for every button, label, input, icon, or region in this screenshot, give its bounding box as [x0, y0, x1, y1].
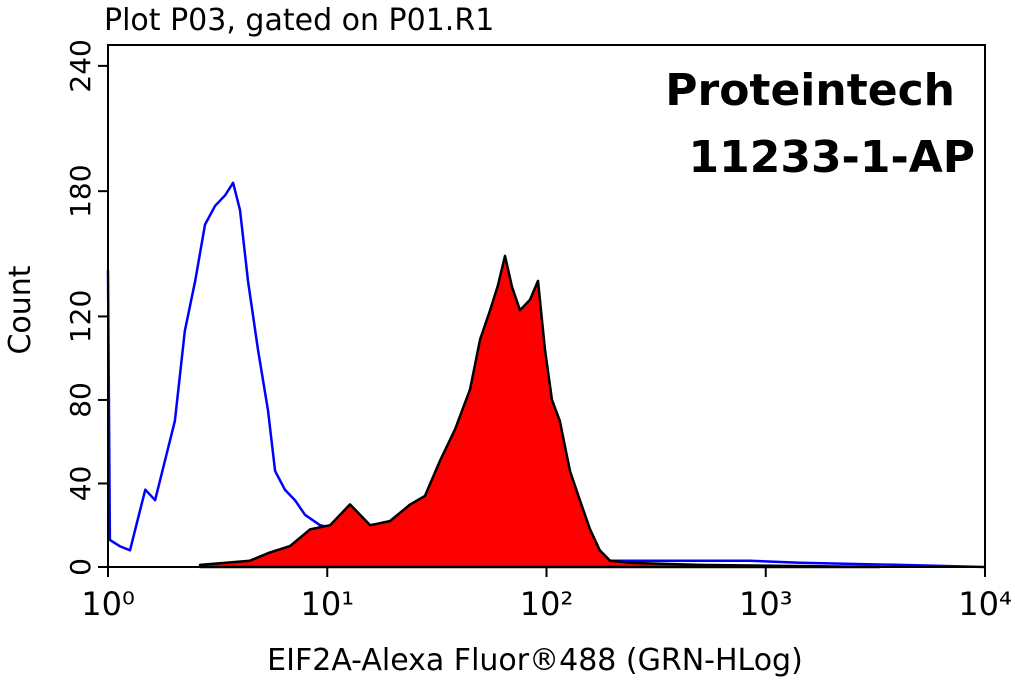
x-tick-label: 10⁴	[958, 585, 1012, 623]
x-axis-label: EIF2A-Alexa Fluor®488 (GRN-HLog)	[267, 643, 803, 678]
y-tick-label: 0	[64, 558, 97, 576]
x-tick-label: 10¹	[300, 585, 354, 623]
y-tick-label: 40	[64, 466, 97, 502]
chart-title: Plot P03, gated on P01.R1	[104, 3, 494, 38]
y-tick-label: 80	[64, 382, 97, 418]
y-axis-label: Count	[3, 265, 38, 354]
x-tick-label: 10²	[520, 585, 574, 623]
y-tick-label: 120	[64, 290, 97, 343]
annotation: Proteintech	[665, 65, 955, 116]
x-tick-label: 10⁰	[81, 585, 135, 623]
annotation: 11233-1-AP	[688, 132, 975, 183]
y-tick-label: 240	[64, 39, 97, 92]
histogram-area	[198, 254, 882, 569]
y-tick-label: 180	[64, 164, 97, 217]
x-tick-label: 10³	[739, 585, 793, 623]
